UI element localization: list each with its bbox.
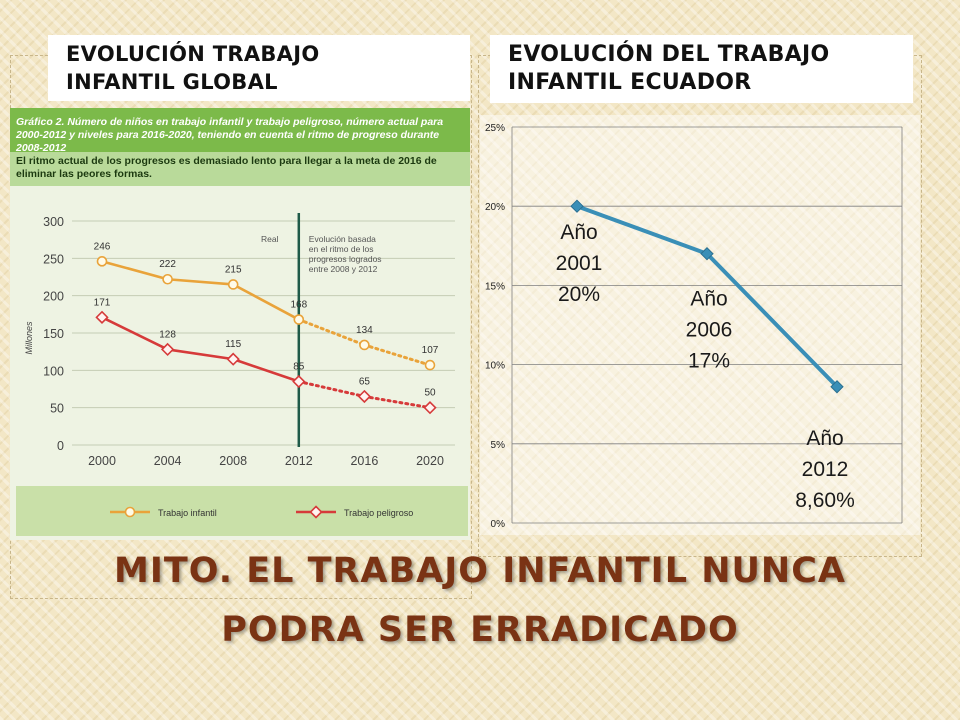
global-data-label: 50 [424,388,436,399]
global-series-segment [166,277,235,286]
global-point-trabajo-infantil [359,339,370,351]
global-legend-marker [124,506,136,518]
right-title: EVOLUCIÓN DEL TRABAJO INFANTIL ECUADOR [490,35,913,103]
global-chart-legend-area [16,486,468,536]
global-y-tick: 300 [43,215,64,229]
global-chart-subtitle: El ritmo actual de los progresos es dema… [16,155,437,180]
ecuador-chart-svg: 0% 5% 10% 15% 20% 25% Año 2001 20% Año 2006 17% Año 2… [485,123,903,530]
ecuador-y-tick: 25% [485,123,505,134]
global-point-trabajo-peligroso [423,401,437,415]
global-annotation-projection: progresos logrados [309,254,382,264]
global-legend-label: Trabajo peligroso [344,508,413,518]
global-chart-svg: 0 50 100 150 200 250 300 Millones 2000 2004 2008 20… [24,213,455,519]
ecuador-data-label: Año [560,221,597,244]
global-data-label: 222 [159,259,176,270]
global-annotation-projection: Evolución basada [309,234,376,244]
global-y-tick: 150 [43,327,64,341]
global-point-trabajo-infantil [162,273,173,285]
global-point-trabajo-infantil [227,279,239,290]
global-y-tick: 0 [57,439,64,453]
ecuador-data-label: 2001 [556,252,603,275]
ecuador-y-tick: 5% [491,440,506,451]
global-series-segment [362,394,432,410]
global-series-segment [297,380,366,398]
ecuador-y-tick: 0% [491,519,506,530]
ecuador-chart-panel: 0% 5% 10% 15% 20% 25% Año 2001 20% Año 2006 17% Año 2… [480,115,920,535]
global-series-segment [231,357,301,383]
global-data-label: 246 [94,241,111,252]
global-data-label: 168 [290,300,307,311]
global-series-segment [100,316,169,351]
global-data-label: 171 [94,297,111,308]
ecuador-data-label: Año [690,288,727,311]
global-y-tick: 100 [43,364,64,378]
left-title: EVOLUCIÓN TRABAJO INFANTIL GLOBAL [48,35,470,101]
global-y-tick: 50 [50,402,64,416]
global-legend-label: Trabajo infantil [158,508,217,518]
global-point-trabajo-infantil [424,359,436,371]
global-series-segment [166,348,235,361]
global-data-label: 107 [422,345,439,356]
ecuador-point [570,199,584,213]
global-data-label: 215 [225,264,242,275]
ecuador-y-tick: 10% [485,361,505,372]
global-point-trabajo-infantil [293,314,305,325]
global-x-tick: 2004 [154,454,182,468]
global-data-label: 85 [293,362,305,373]
slide-title-line-1: MITO. EL TRABAJO INFANTIL NUNCA [114,551,846,591]
global-point-trabajo-peligroso [95,310,109,324]
global-x-tick: 2008 [219,454,247,468]
global-point-trabajo-peligroso [160,342,175,357]
global-data-label: 115 [225,339,241,350]
global-point-trabajo-peligroso [292,374,306,389]
global-chart-panel: Gráfico 2. Número de niños en trabajo in… [10,108,470,540]
global-series-segment [231,283,301,321]
global-y-tick: 250 [43,252,64,266]
global-point-trabajo-infantil [96,256,108,267]
global-x-tick: 2020 [416,454,444,468]
ecuador-y-tick: 15% [485,281,505,292]
ecuador-y-tick: 20% [485,202,505,213]
global-y-tick: 200 [43,290,64,304]
global-x-tick: 2016 [350,454,378,468]
global-chart-title: Gráfico 2. Número de niños en trabajo in… [16,116,444,154]
global-annotation-projection: en el ritmo de los [309,244,374,254]
ecuador-data-label: 2012 [802,458,849,481]
global-x-tick: 2012 [285,454,313,468]
right-title-text: EVOLUCIÓN DEL TRABAJO INFANTIL ECUADOR [508,42,830,95]
global-point-trabajo-peligroso [357,389,372,404]
global-data-label: 134 [356,325,373,336]
ecuador-data-label: Año [806,427,843,450]
slide-title-line-2: PODRA SER ERRADICADO [221,610,739,650]
ecuador-data-label: 17% [688,350,730,373]
left-title-text: EVOLUCIÓN TRABAJO INFANTIL GLOBAL [66,42,320,94]
global-y-axis-label: Millones [24,321,34,355]
global-annotation-real: Real [261,234,279,244]
global-point-trabajo-peligroso [226,352,240,366]
ecuador-data-label: 8,60% [795,489,855,512]
global-series-segment [297,318,366,347]
ecuador-data-label: 2006 [686,319,733,342]
global-data-label: 65 [359,376,371,387]
ecuador-point [830,380,844,394]
global-series-segment [100,260,169,281]
global-series-segment [362,343,432,367]
ecuador-point [700,247,714,261]
global-x-tick: 2000 [88,454,116,468]
global-annotation-projection: entre 2008 y 2012 [309,264,378,274]
global-data-label: 128 [159,329,176,340]
global-legend-marker [309,505,323,519]
ecuador-data-label: 20% [558,283,600,306]
global-chart-subheader [10,152,470,186]
